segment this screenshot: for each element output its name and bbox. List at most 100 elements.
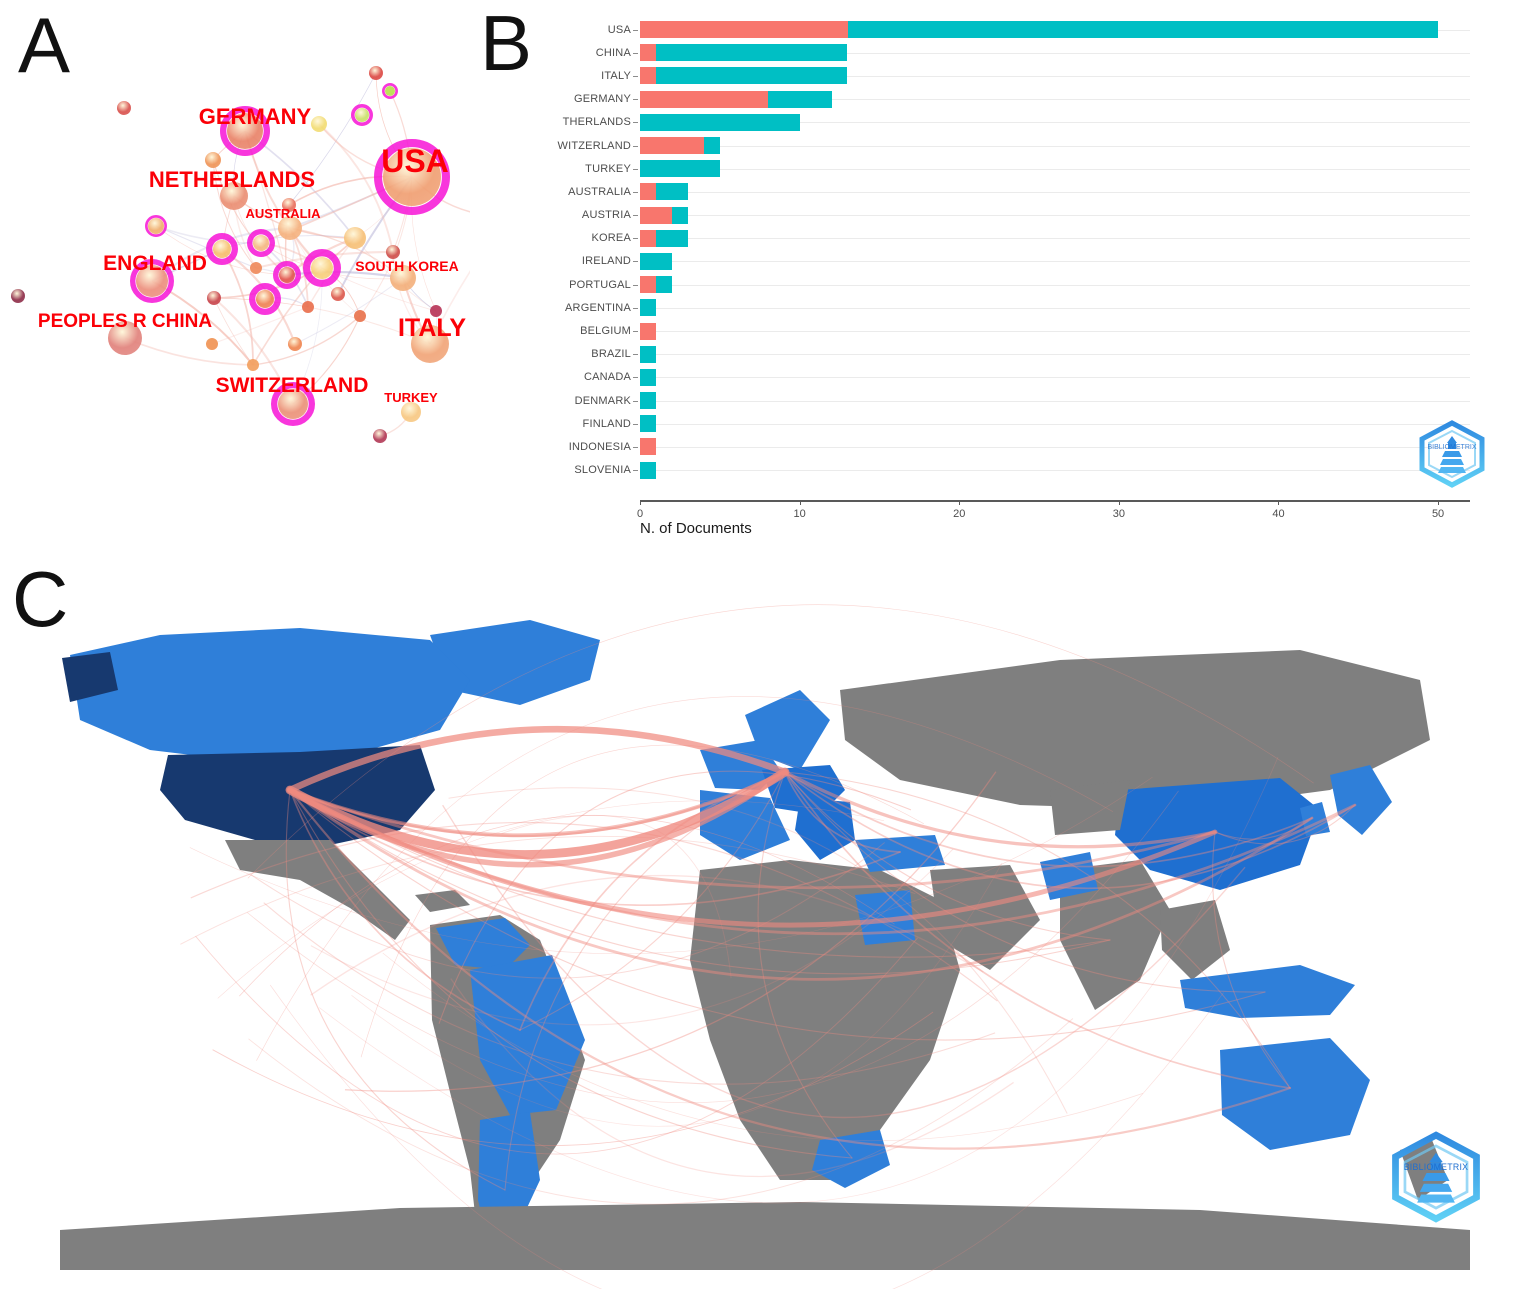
network-node[interactable] xyxy=(369,66,383,80)
network-node[interactable] xyxy=(148,218,164,234)
network-node[interactable] xyxy=(227,113,263,149)
bar-row[interactable]: BRAZIL xyxy=(591,343,1470,366)
network-node[interactable] xyxy=(355,108,369,122)
bar-segment-mcp[interactable] xyxy=(640,438,656,456)
network-node[interactable] xyxy=(207,291,221,305)
network-node[interactable] xyxy=(278,389,308,419)
network-node[interactable] xyxy=(213,240,231,258)
bar-segment-scp[interactable] xyxy=(640,368,656,386)
network-node[interactable] xyxy=(430,305,442,317)
bar-stack[interactable] xyxy=(640,160,720,178)
bar-row[interactable]: TURKEY xyxy=(585,157,1470,180)
bar-segment-scp[interactable] xyxy=(640,160,720,178)
bar-segment-mcp[interactable] xyxy=(640,229,656,247)
bar-segment-scp[interactable] xyxy=(847,21,1439,39)
bar-stack[interactable] xyxy=(640,322,656,340)
bar-stack[interactable] xyxy=(640,229,688,247)
bar-row[interactable]: AUSTRALIA xyxy=(568,180,1470,203)
network-node[interactable] xyxy=(373,429,387,443)
network-node[interactable] xyxy=(253,235,269,251)
bar-segment-mcp[interactable] xyxy=(640,137,704,155)
bar-stack[interactable] xyxy=(640,183,688,201)
bar-row[interactable]: THERLANDS xyxy=(563,111,1470,134)
bar-segment-mcp[interactable] xyxy=(640,21,848,39)
bar-stack[interactable] xyxy=(640,44,848,62)
bar-segment-scp[interactable] xyxy=(703,137,720,155)
bar-stack[interactable] xyxy=(640,137,720,155)
network-node[interactable] xyxy=(385,86,395,96)
bar-segment-scp[interactable] xyxy=(640,461,656,479)
bar-row[interactable]: GERMANY xyxy=(574,88,1470,111)
bar-segment-scp[interactable] xyxy=(671,206,688,224)
bar-stack[interactable] xyxy=(640,276,672,294)
bar-segment-scp[interactable] xyxy=(655,44,848,62)
bar-stack[interactable] xyxy=(640,299,656,317)
bar-row[interactable]: SLOVENIA xyxy=(574,459,1470,482)
network-node[interactable] xyxy=(383,148,441,206)
bar-stack[interactable] xyxy=(640,368,656,386)
network-node[interactable] xyxy=(205,152,221,168)
bar-segment-scp[interactable] xyxy=(655,276,672,294)
bar-row[interactable]: DENMARK xyxy=(575,389,1470,412)
network-node[interactable] xyxy=(117,101,131,115)
bar-stack[interactable] xyxy=(640,90,832,108)
bar-segment-scp[interactable] xyxy=(655,183,688,201)
network-node[interactable] xyxy=(311,257,333,279)
network-node[interactable] xyxy=(302,301,314,313)
network-node[interactable] xyxy=(108,321,142,355)
bar-segment-scp[interactable] xyxy=(767,90,832,108)
bar-stack[interactable] xyxy=(640,461,656,479)
bar-row[interactable]: INDONESIA xyxy=(569,435,1470,458)
bar-stack[interactable] xyxy=(640,415,656,433)
network-node[interactable] xyxy=(247,359,259,371)
bar-stack[interactable] xyxy=(640,67,848,85)
bar-row[interactable]: BELGIUM xyxy=(580,319,1470,342)
network-node[interactable] xyxy=(344,227,366,249)
network-node[interactable] xyxy=(282,198,296,212)
bar-segment-scp[interactable] xyxy=(640,415,656,433)
bar-segment-scp[interactable] xyxy=(640,392,656,410)
network-node[interactable] xyxy=(11,289,25,303)
bar-segment-scp[interactable] xyxy=(640,252,672,270)
network-node[interactable] xyxy=(411,325,449,363)
bar-stack[interactable] xyxy=(640,113,800,131)
bar-row[interactable]: USA xyxy=(608,18,1470,41)
bar-row[interactable]: IRELAND xyxy=(582,250,1470,273)
bar-row[interactable]: FINLAND xyxy=(583,412,1470,435)
network-node[interactable] xyxy=(354,310,366,322)
bar-stack[interactable] xyxy=(640,252,672,270)
bar-segment-mcp[interactable] xyxy=(640,322,656,340)
bar-segment-mcp[interactable] xyxy=(640,206,672,224)
bar-segment-mcp[interactable] xyxy=(640,90,768,108)
network-node[interactable] xyxy=(331,287,345,301)
bar-stack[interactable] xyxy=(640,345,656,363)
bar-row[interactable]: ARGENTINA xyxy=(565,296,1470,319)
bar-row[interactable]: AUSTRIA xyxy=(582,204,1470,227)
network-node[interactable] xyxy=(256,290,274,308)
bar-stack[interactable] xyxy=(640,392,656,410)
bar-segment-scp[interactable] xyxy=(655,229,688,247)
network-node[interactable] xyxy=(386,245,400,259)
network-node[interactable] xyxy=(401,402,421,422)
bar-stack[interactable] xyxy=(640,438,656,456)
bar-segment-scp[interactable] xyxy=(655,67,848,85)
bar-row[interactable]: CHINA xyxy=(596,41,1470,64)
network-node[interactable] xyxy=(136,265,168,297)
network-node[interactable] xyxy=(390,265,416,291)
bar-row[interactable]: ITALY xyxy=(601,64,1470,87)
bar-segment-mcp[interactable] xyxy=(640,67,656,85)
network-node[interactable] xyxy=(250,262,262,274)
bar-stack[interactable] xyxy=(640,206,688,224)
bar-row[interactable]: CANADA xyxy=(584,366,1470,389)
bar-segment-mcp[interactable] xyxy=(640,44,656,62)
bar-segment-scp[interactable] xyxy=(640,299,656,317)
bar-row[interactable]: PORTUGAL xyxy=(569,273,1470,296)
network-node[interactable] xyxy=(288,337,302,351)
network-node[interactable] xyxy=(206,338,218,350)
bar-segment-mcp[interactable] xyxy=(640,276,656,294)
network-node[interactable] xyxy=(220,182,248,210)
bar-segment-scp[interactable] xyxy=(640,113,800,131)
network-node[interactable] xyxy=(311,116,327,132)
network-node[interactable] xyxy=(278,216,302,240)
bar-segment-mcp[interactable] xyxy=(640,183,656,201)
